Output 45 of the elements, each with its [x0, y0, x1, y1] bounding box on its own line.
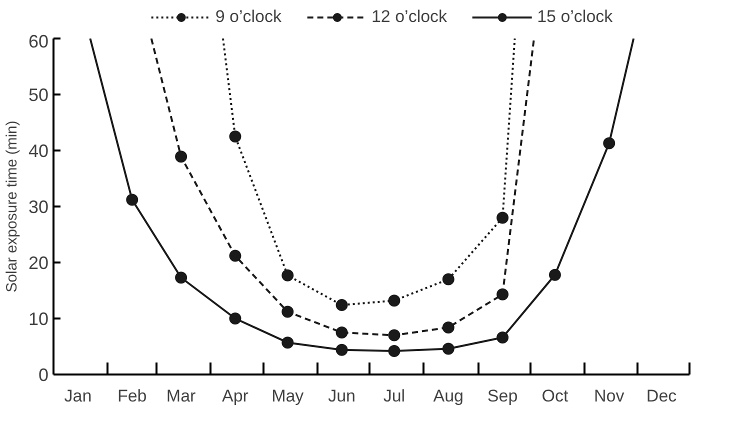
x-tick-label: Dec — [646, 386, 678, 406]
x-tick-label: Jul — [383, 386, 406, 406]
point — [282, 336, 294, 349]
point — [442, 321, 454, 334]
point — [229, 312, 242, 324]
y-tick-label: 0 — [38, 365, 49, 385]
point — [175, 150, 188, 163]
x-tick-label: Sep — [487, 386, 518, 406]
x-tick-label: Aug — [433, 386, 464, 406]
y-tick-label: 20 — [28, 253, 49, 273]
x-tick-label: May — [272, 386, 304, 406]
point — [388, 329, 400, 342]
point — [229, 130, 242, 142]
y-tick-label: 50 — [28, 85, 49, 105]
point — [336, 326, 348, 338]
point — [548, 268, 561, 281]
point — [336, 299, 348, 312]
x-tick-label: Mar — [166, 386, 196, 406]
point — [496, 288, 509, 300]
legend-label: 15 o’clock — [537, 7, 613, 27]
point — [496, 212, 509, 224]
legend-label: 9 o’clock — [215, 7, 282, 27]
y-tick-label: 10 — [28, 309, 49, 329]
point — [442, 273, 454, 286]
x-tick-label: Apr — [222, 386, 249, 406]
y-axis-title: Solar exposure time (min) — [3, 120, 20, 292]
point — [442, 342, 454, 355]
legend-label: 12 o’clock — [371, 7, 448, 27]
point — [175, 272, 188, 284]
x-tick-label: Oct — [542, 386, 568, 406]
x-tick-label: Jun — [328, 386, 356, 406]
point — [603, 137, 616, 150]
point — [336, 344, 348, 356]
y-tick-label: 40 — [28, 141, 49, 161]
x-tick-label: Feb — [117, 386, 147, 406]
x-tick-label: Jan — [64, 386, 92, 406]
point — [282, 269, 294, 282]
point — [388, 294, 400, 307]
point — [388, 344, 400, 357]
point — [496, 332, 509, 344]
y-tick-label: 60 — [28, 32, 49, 52]
point — [282, 306, 294, 318]
x-tick-label: Nov — [594, 386, 625, 406]
y-tick-label: 30 — [28, 197, 49, 217]
point — [229, 250, 242, 262]
